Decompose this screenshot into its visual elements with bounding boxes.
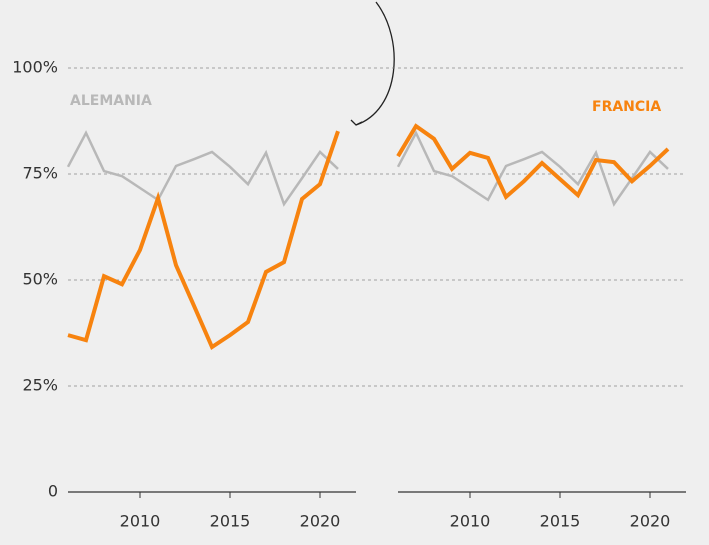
line-series — [396, 123, 670, 201]
x-tick-label: 2015 — [210, 512, 251, 531]
series-label: ALEMANIA — [70, 93, 152, 109]
annotation-arrow — [355, 1, 395, 126]
x-tick-label: 2010 — [450, 512, 491, 531]
y-tick-label: 0 — [48, 482, 58, 501]
y-tick-label: 100% — [12, 58, 58, 77]
x-tick-label: 2015 — [540, 512, 581, 531]
line-series — [66, 130, 339, 207]
arrow-head — [350, 119, 363, 126]
y-tick-label: 25% — [22, 376, 58, 395]
x-tick-label: 2020 — [300, 512, 341, 531]
line-series — [396, 130, 669, 207]
line-series — [67, 130, 340, 350]
x-tick-label: 2010 — [120, 512, 161, 531]
y-tick-label: 50% — [22, 270, 58, 289]
x-tick-label: 2020 — [630, 512, 671, 531]
series-label: FRANCIA — [592, 99, 661, 115]
y-tick-label: 75% — [22, 164, 58, 183]
